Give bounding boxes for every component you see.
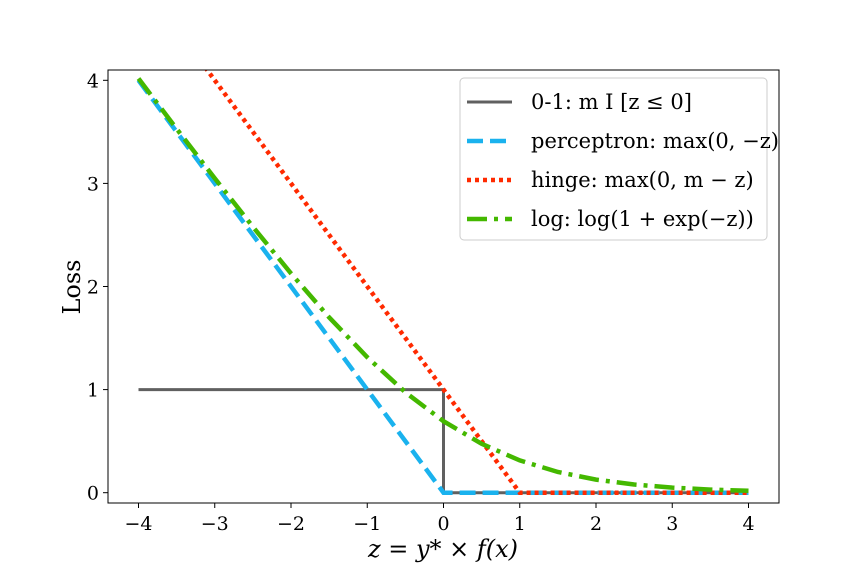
x-tick-label: −3 — [201, 513, 229, 535]
y-tick-label: 0 — [87, 483, 99, 505]
legend-label-3: log: log(1 + exp(−z)) — [531, 207, 754, 231]
x-tick-label: −1 — [353, 513, 381, 535]
x-tick-label: −4 — [124, 513, 152, 535]
series-line-2 — [204, 70, 749, 495]
x-tick-label: 1 — [514, 513, 526, 535]
x-tick-label: 4 — [742, 513, 754, 535]
legend: 0-1: m I [z ≤ 0] perceptron: max(0, −z) hi… — [459, 77, 779, 241]
x-tick-label: 2 — [590, 513, 602, 535]
y-tick-label: 1 — [87, 380, 99, 402]
legend-label-1: perceptron: max(0, −z) — [531, 129, 779, 153]
legend-label-2: hinge: max(0, m − z) — [531, 168, 754, 192]
series-line-3 — [136, 77, 749, 494]
y-axis-label: Loss — [58, 259, 86, 314]
legend-label-0: 0-1: m I [z ≤ 0] — [531, 90, 692, 114]
x-axis-label: z = y* × f(x) — [367, 535, 518, 563]
legend-box — [459, 77, 768, 241]
y-tick-label: 2 — [87, 277, 99, 299]
x-tick-label: −2 — [277, 513, 305, 535]
series-line-0 — [138, 388, 749, 495]
x-tick-label: 3 — [666, 513, 678, 535]
y-tick-label: 3 — [87, 173, 99, 195]
x-tick-label: 0 — [437, 513, 449, 535]
y-tick-label: 4 — [87, 70, 99, 92]
